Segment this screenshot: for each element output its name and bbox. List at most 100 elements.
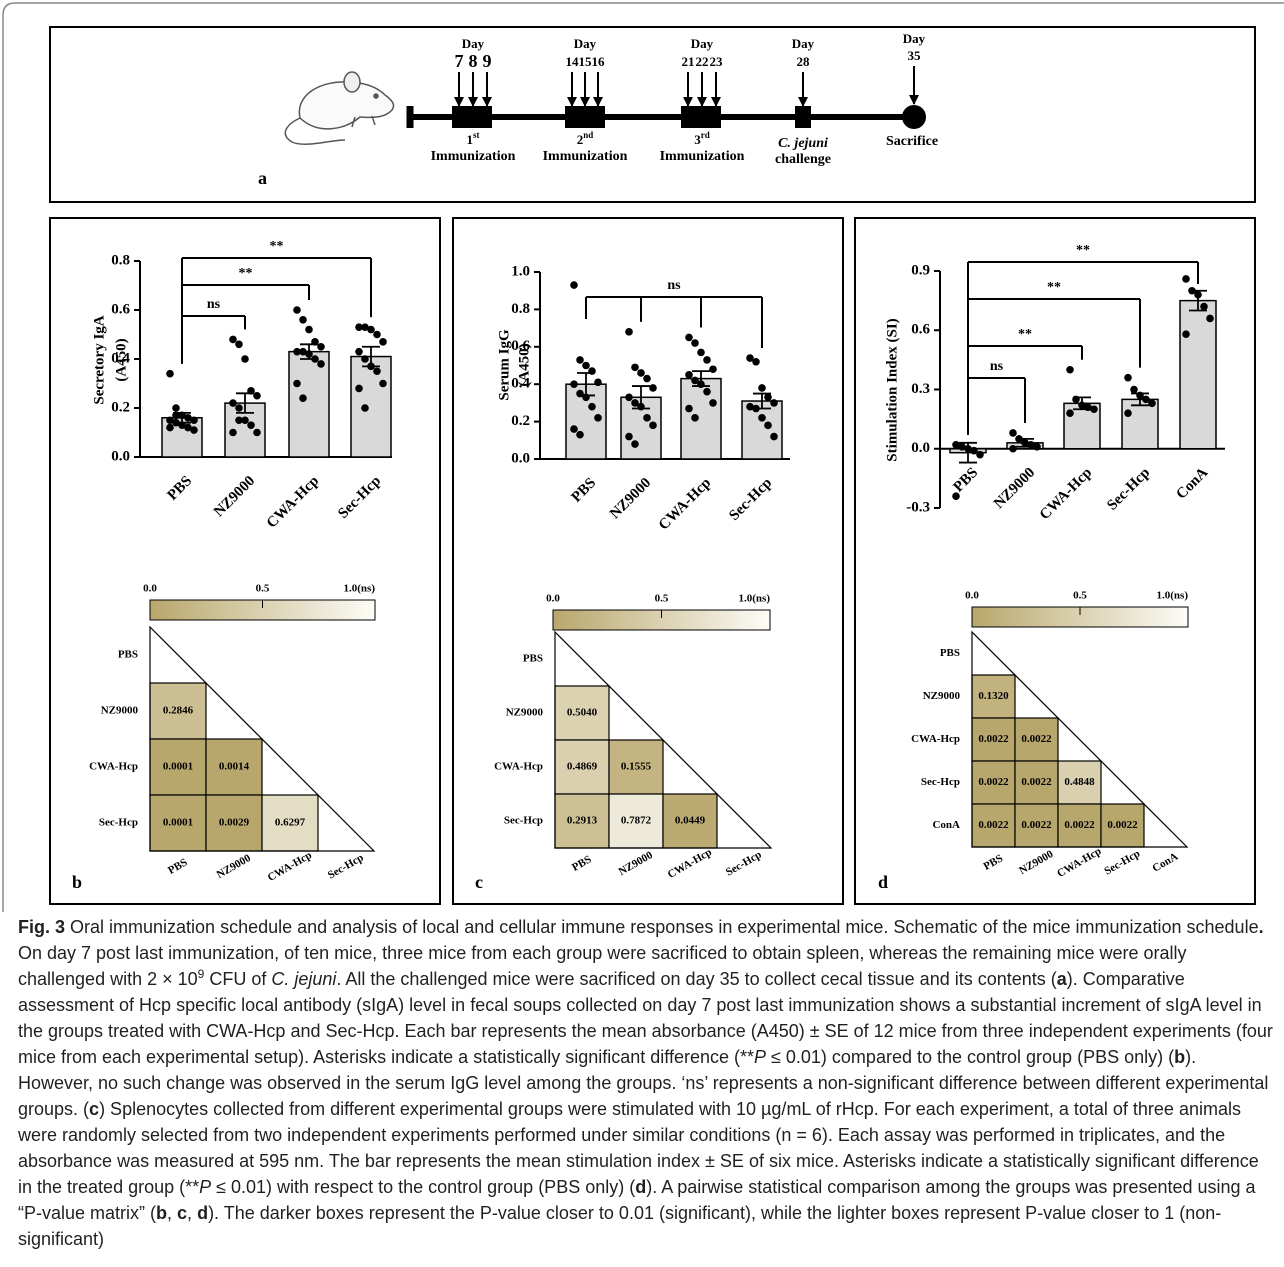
x-tick-label: NZ9000: [991, 465, 1038, 512]
colorbar-tick-label: 0.0: [143, 583, 157, 595]
bar: [1180, 301, 1216, 449]
data-point: [305, 350, 313, 358]
y-tick-label: 0.2: [511, 413, 530, 429]
cell-label: 0.2913: [567, 815, 598, 827]
caption-run: d: [197, 1203, 208, 1223]
data-point: [764, 422, 772, 430]
cell-label: 0.0449: [675, 815, 706, 827]
x-tick-label: Sec-Hcp: [726, 475, 775, 524]
bracket-label: **: [1018, 327, 1032, 342]
y-tick-label: -0.3: [906, 499, 930, 515]
data-point: [758, 414, 766, 422]
data-point: [1072, 396, 1080, 404]
caption-run: c: [177, 1203, 187, 1223]
data-point: [190, 426, 198, 434]
data-point: [643, 414, 651, 422]
data-point: [367, 363, 375, 371]
day-label: Day: [691, 36, 714, 51]
data-point: [764, 393, 772, 401]
data-point: [649, 422, 657, 430]
colorbar-tick-label: 1.0(ns): [739, 593, 771, 605]
data-point: [770, 399, 778, 407]
data-point: [631, 364, 639, 372]
day-number: 23: [710, 54, 724, 69]
row-label: NZ9000: [506, 707, 544, 719]
day-number: 14: [566, 54, 580, 69]
x-tick-label: PBS: [568, 475, 599, 506]
data-point: [625, 433, 633, 441]
data-point: [253, 392, 261, 400]
data-point: [685, 371, 693, 379]
caption-run: ≤ 0.01) with respect to the control grou…: [211, 1177, 635, 1197]
y-tick-label: 0.6: [111, 301, 130, 317]
x-tick-label: NZ9000: [211, 473, 258, 520]
caption-run: P: [754, 1047, 766, 1067]
cell-label: 0.2846: [163, 705, 194, 717]
column-label: Sec-Hcp: [1102, 848, 1142, 878]
bar: [289, 352, 329, 457]
day-label: Day: [574, 36, 597, 51]
data-point: [235, 416, 243, 424]
data-point: [752, 358, 760, 366]
cell-label: 0.4848: [1064, 776, 1095, 788]
bracket-label: ns: [207, 297, 221, 312]
day-label: Day: [903, 31, 926, 46]
data-point: [235, 341, 243, 349]
colorbar-tick-label: 0.0: [546, 593, 560, 605]
column-label: Sec-Hcp: [724, 849, 764, 879]
caption-run: b: [156, 1203, 167, 1223]
data-point: [253, 429, 261, 437]
data-point: [247, 387, 255, 395]
data-point: [631, 440, 639, 448]
column-label: NZ9000: [215, 852, 254, 881]
y-tick-label: 0.3: [911, 381, 930, 397]
data-point: [247, 421, 255, 429]
data-point: [691, 339, 699, 347]
data-point: [355, 385, 363, 393]
cell-label: 0.0001: [163, 817, 193, 829]
cell-label: 0.6297: [275, 817, 306, 829]
y-axis-label: (A450): [113, 338, 129, 381]
row-label: NZ9000: [923, 690, 961, 702]
data-point: [1090, 405, 1098, 413]
data-point: [1066, 366, 1074, 374]
y-axis-label: Stimulation Index (SI): [884, 318, 900, 461]
caption-run: d: [635, 1177, 646, 1197]
data-point: [293, 306, 301, 314]
data-point: [229, 399, 237, 407]
event-label: Sacrifice: [886, 134, 938, 149]
column-label: NZ9000: [1017, 848, 1056, 877]
data-point: [373, 331, 381, 339]
timeline-block: [452, 106, 492, 128]
data-point: [752, 405, 760, 413]
panel-label: a: [258, 168, 267, 188]
data-point: [570, 425, 578, 433]
cell-label: 0.1555: [621, 761, 652, 773]
cell-label: 0.0022: [1107, 819, 1138, 831]
column-label: ConA: [1150, 850, 1180, 874]
data-point: [299, 394, 307, 402]
row-label: Sec-Hcp: [921, 776, 960, 788]
x-tick-label: Sec-Hcp: [335, 473, 384, 522]
data-point: [1009, 445, 1017, 453]
column-label: CWA-Hcp: [666, 846, 714, 881]
y-tick-label: 0.0: [111, 448, 130, 464]
timeline-end: [902, 105, 926, 129]
data-point: [367, 326, 375, 334]
y-tick-label: 0.9: [911, 262, 930, 278]
caption-run: ,: [167, 1203, 177, 1223]
cell-label: 0.0022: [978, 819, 1009, 831]
caption-run: Fig. 3: [18, 917, 65, 937]
data-point: [1124, 409, 1132, 417]
y-tick-label: 0.0: [911, 440, 930, 456]
data-point: [317, 360, 325, 368]
x-tick-label: CWA-Hcp: [264, 473, 322, 531]
bracket-label: **: [239, 266, 253, 281]
data-point: [1200, 303, 1208, 311]
data-point: [625, 393, 633, 401]
data-point: [1130, 386, 1138, 394]
cell-label: 0.0022: [1021, 776, 1052, 788]
data-point: [637, 369, 645, 377]
data-point: [1066, 409, 1074, 417]
